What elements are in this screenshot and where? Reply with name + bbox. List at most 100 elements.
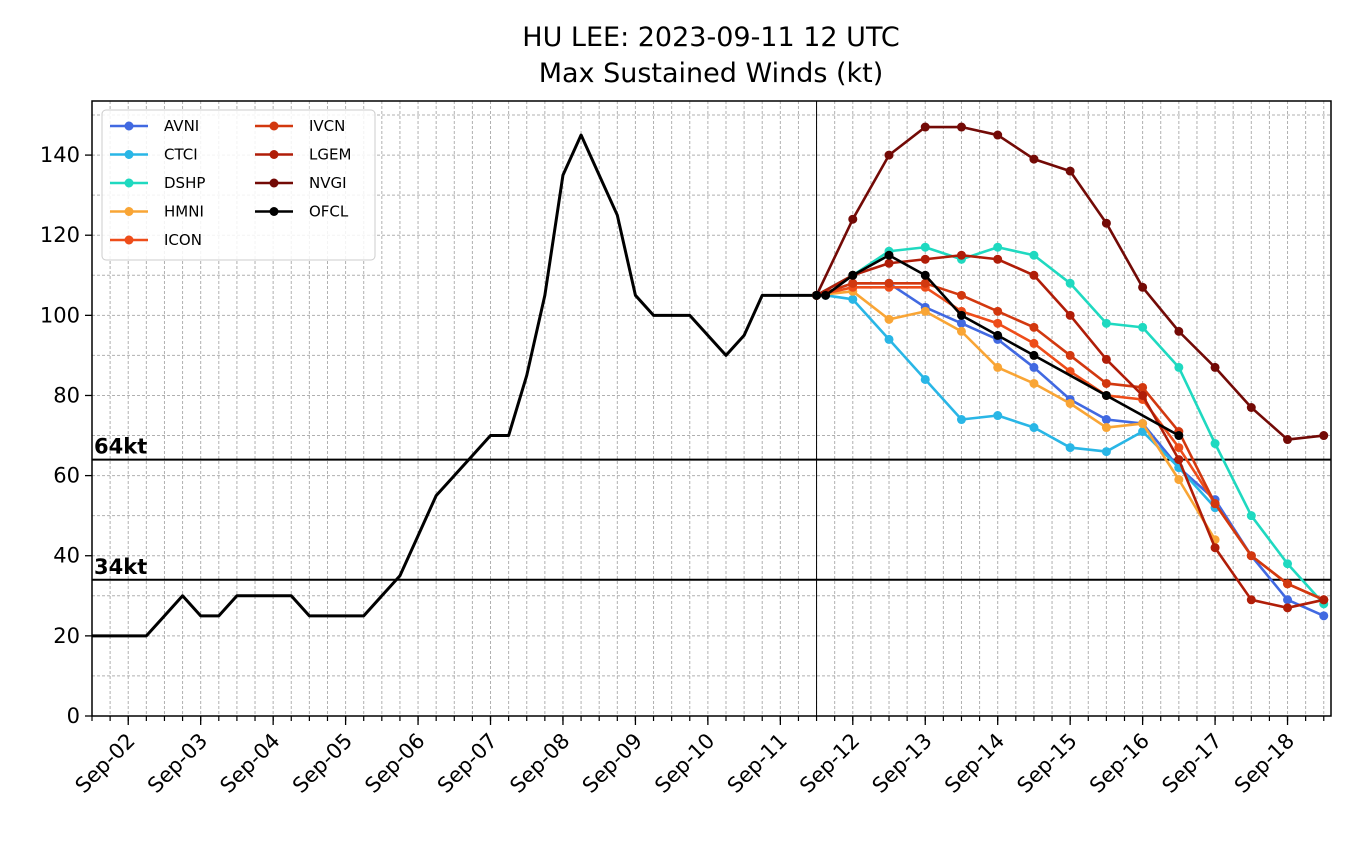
series-point xyxy=(1319,431,1329,441)
x-tick-label: Sep-02 xyxy=(71,729,140,798)
series-point xyxy=(956,415,966,425)
series-point xyxy=(956,290,966,300)
series-point xyxy=(1210,543,1220,553)
series-point xyxy=(1101,354,1111,364)
legend: AVNI CTCI DSHP HMNI ICON IVCN LGEM NVGI OFCL xyxy=(101,109,376,261)
plot-frame xyxy=(91,100,1332,717)
x-tick-label: Sep-16 xyxy=(1085,729,1154,798)
series-point xyxy=(1174,362,1184,372)
x-tick-label: Sep-14 xyxy=(940,729,1009,798)
legend-marker xyxy=(269,150,279,159)
series-point xyxy=(1101,318,1111,328)
series-point xyxy=(884,150,894,160)
series-point xyxy=(956,122,966,132)
legend-marker xyxy=(269,121,279,131)
series-point xyxy=(1029,270,1039,280)
threshold-label: 64kt xyxy=(94,435,147,459)
series-point xyxy=(1283,595,1293,605)
series-point xyxy=(1101,415,1111,425)
series-point xyxy=(1101,423,1111,433)
series-point xyxy=(821,290,831,300)
series-point xyxy=(1029,423,1039,433)
legend-marker xyxy=(124,207,134,216)
y-tick-label: 100 xyxy=(40,303,80,327)
series-point xyxy=(956,326,966,336)
series-point xyxy=(1210,499,1220,509)
series-point xyxy=(920,254,930,264)
legend-label: DSHP xyxy=(164,174,205,192)
series-line xyxy=(816,253,1180,437)
x-tick-label: Sep-13 xyxy=(868,729,937,798)
series-point xyxy=(1138,282,1148,292)
legend-marker xyxy=(124,178,134,188)
series-point xyxy=(1174,475,1184,485)
y-tick-label: 120 xyxy=(40,223,80,247)
legend-label: IVCN xyxy=(309,117,345,135)
series-point xyxy=(1174,443,1184,453)
series-point xyxy=(1138,382,1148,392)
series-point xyxy=(1065,350,1075,360)
x-tick-label: Sep-12 xyxy=(795,729,864,798)
threshold-label: 34kt xyxy=(94,555,147,579)
legend-marker xyxy=(269,207,279,216)
legend-label: OFCL xyxy=(309,203,349,221)
series-point xyxy=(1101,447,1111,457)
series-point xyxy=(1029,154,1039,164)
legend-marker xyxy=(124,150,134,159)
series-point xyxy=(1210,362,1220,372)
series-line xyxy=(816,290,1217,541)
x-tick-label: Sep-08 xyxy=(505,729,574,798)
series-point xyxy=(920,242,930,252)
series-point xyxy=(1029,322,1039,332)
series-point xyxy=(1029,362,1039,372)
series-point xyxy=(1246,402,1256,412)
legend-label: HMNI xyxy=(164,203,204,221)
series-point xyxy=(1138,390,1148,400)
y-tick-label: 80 xyxy=(53,383,80,407)
x-tick-label: Sep-07 xyxy=(433,729,502,798)
series-point xyxy=(1029,350,1039,360)
series-point xyxy=(884,314,894,324)
series-point xyxy=(1246,511,1256,521)
series-point xyxy=(884,250,894,260)
series-point xyxy=(1174,455,1184,465)
x-tick-label: Sep-05 xyxy=(288,729,357,798)
series-point xyxy=(1174,326,1184,336)
series-point xyxy=(1283,603,1293,613)
series-point xyxy=(1319,595,1329,605)
legend-marker xyxy=(124,121,134,131)
series-point xyxy=(920,122,930,132)
series-point xyxy=(848,270,858,280)
series-point xyxy=(956,250,966,260)
series-point xyxy=(1029,250,1039,260)
series-point xyxy=(993,130,1003,140)
series-point xyxy=(956,318,966,328)
series-point xyxy=(1210,439,1220,449)
series-point xyxy=(920,374,930,384)
series-point xyxy=(993,254,1003,264)
series-point xyxy=(1065,166,1075,176)
series-point xyxy=(1029,378,1039,388)
y-tick-label: 20 xyxy=(53,624,80,648)
x-tick-label: Sep-11 xyxy=(723,729,792,798)
series-point xyxy=(1283,435,1293,445)
series-point xyxy=(1065,398,1075,408)
series-point xyxy=(1138,419,1148,429)
x-tick-label: Sep-03 xyxy=(143,729,212,798)
chart-title: HU LEE: 2023-09-11 12 UTC xyxy=(522,22,899,53)
x-tick-label: Sep-10 xyxy=(650,729,719,798)
series-point xyxy=(993,242,1003,252)
series-point xyxy=(1029,338,1039,348)
series-point xyxy=(1283,559,1293,569)
x-tick-label: Sep-15 xyxy=(1012,729,1081,798)
series-point xyxy=(1246,595,1256,605)
series-point xyxy=(1065,278,1075,288)
legend-box xyxy=(101,109,376,261)
series-point xyxy=(812,290,822,300)
series-point xyxy=(1065,443,1075,453)
series-point xyxy=(1246,551,1256,561)
series-point xyxy=(1283,579,1293,589)
series-point xyxy=(1101,390,1111,400)
